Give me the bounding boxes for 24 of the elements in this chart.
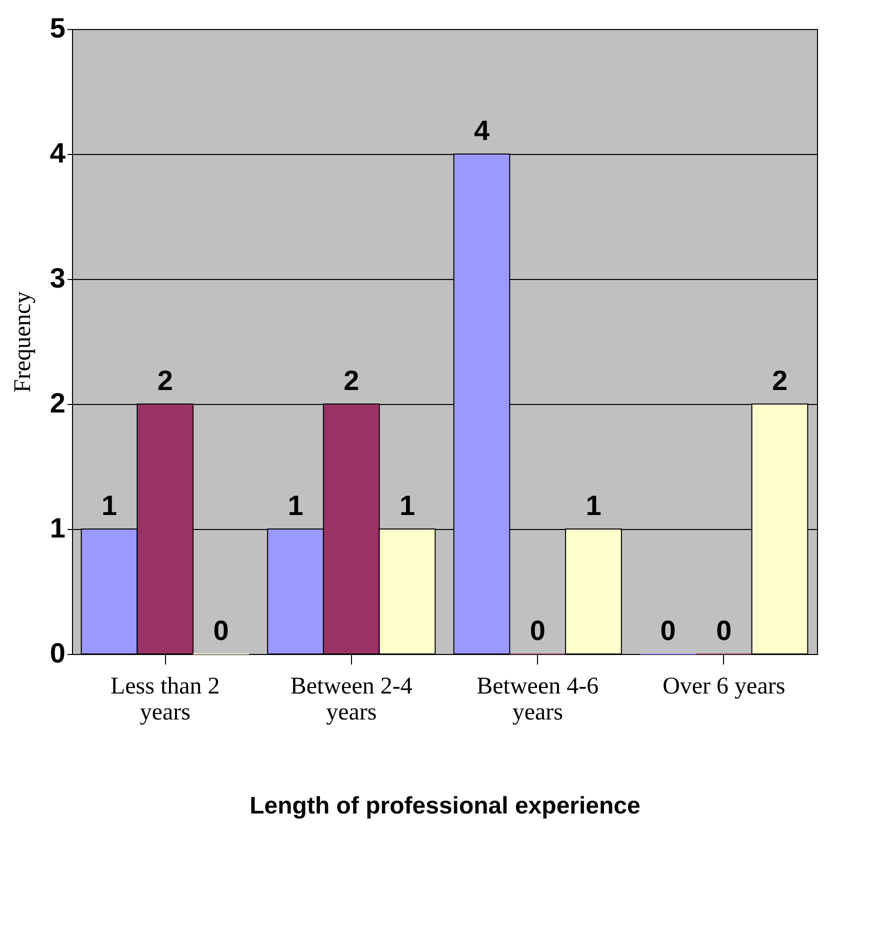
x-axis-title: Length of professional experience: [250, 792, 640, 820]
data-label: 1: [586, 490, 602, 521]
data-label: 0: [213, 615, 229, 646]
x-tick-label: Less than 2 years: [110, 674, 220, 726]
x-tick-label: Between 4-6 years: [476, 674, 599, 726]
y-tick-label: 0: [50, 638, 66, 668]
y-tick-label: 5: [50, 12, 66, 44]
y-axis-title: Frequency: [10, 291, 36, 393]
data-label: 1: [399, 490, 416, 521]
y-tick-label: 4: [50, 138, 66, 168]
data-label: 4: [474, 115, 490, 146]
data-label: 1: [288, 490, 304, 521]
data-label: 2: [772, 365, 788, 396]
y-tick-label: 2: [50, 388, 66, 418]
x-tick-label: Over 6 years: [662, 674, 786, 700]
data-label: 2: [344, 365, 360, 396]
data-label: 2: [157, 365, 173, 396]
data-label: 0: [660, 615, 676, 646]
x-tick-label: Between 2-4 years: [290, 674, 412, 726]
data-label: 0: [530, 615, 546, 646]
y-tick-label: 3: [50, 262, 66, 294]
y-tick-label: 1: [50, 512, 66, 544]
data-label: 1: [101, 490, 118, 521]
data-label: 0: [716, 615, 732, 646]
